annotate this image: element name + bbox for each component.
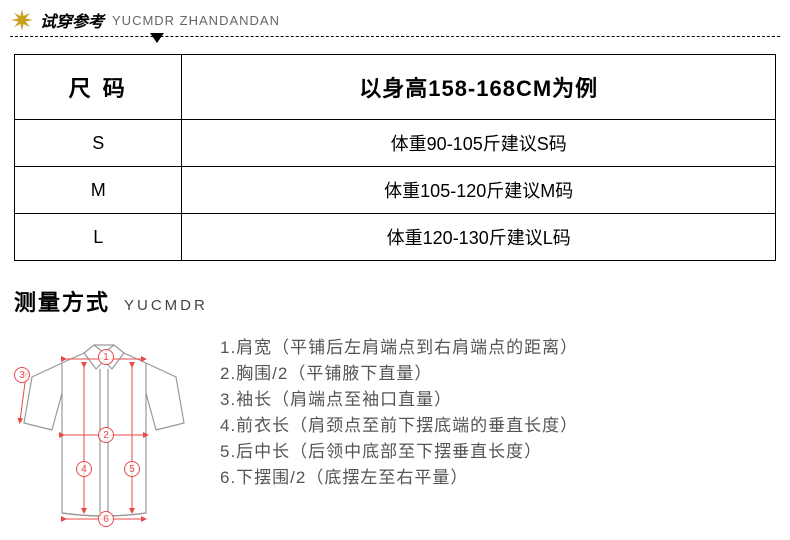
marker-icon [150,33,164,43]
section2-header: 测量方式 YUCMDR [14,285,776,317]
label-6: 6 [98,511,114,527]
section2-title: 测量方式 [14,285,110,317]
cell-size: M [15,167,182,214]
header: 试穿参考 YUCMDR ZHANDANDAN [0,0,790,36]
col-desc: 以身高158-168CM为例 [182,55,776,120]
shirt-diagram: 1 2 3 4 5 6 [14,335,194,535]
star-icon [10,8,34,32]
label-2: 2 [98,427,114,443]
label-1: 1 [98,349,114,365]
size-table-wrap: 尺 码 以身高158-168CM为例 S 体重90-105斤建议S码 M 体重1… [0,44,790,261]
label-3: 3 [14,367,30,383]
measurement-item: 4.前衣长（肩颈点至前下摆底端的垂直长度） [220,413,776,439]
cell-desc: 体重105-120斤建议M码 [182,167,776,214]
col-size: 尺 码 [15,55,182,120]
cell-desc: 体重90-105斤建议S码 [182,120,776,167]
cell-desc: 体重120-130斤建议L码 [182,214,776,261]
cell-size: L [15,214,182,261]
measurement-item: 3.袖长（肩端点至袖口直量） [220,387,776,413]
table-header-row: 尺 码 以身高158-168CM为例 [15,55,776,120]
measurement-item: 1.肩宽（平铺后左肩端点到右肩端点的距离） [220,335,776,361]
table-row: L 体重120-130斤建议L码 [15,214,776,261]
size-table: 尺 码 以身高158-168CM为例 S 体重90-105斤建议S码 M 体重1… [14,54,776,261]
measurement-list: 1.肩宽（平铺后左肩端点到右肩端点的距离） 2.胸围/2（平铺腋下直量） 3.袖… [220,335,776,535]
measurement-item: 2.胸围/2（平铺腋下直量） [220,361,776,387]
cell-size: S [15,120,182,167]
section2-body: 1 2 3 4 5 6 1.肩宽（平铺后左肩端点到右肩端点的距离） 2.胸围/2… [14,335,776,535]
header-subtitle: YUCMDR ZHANDANDAN [112,13,280,28]
header-title: 试穿参考 [40,8,104,32]
table-row: S 体重90-105斤建议S码 [15,120,776,167]
label-5: 5 [124,461,140,477]
measurement-item: 6.下摆围/2（底摆左至右平量） [220,465,776,491]
label-4: 4 [76,461,92,477]
table-row: M 体重105-120斤建议M码 [15,167,776,214]
header-divider [10,36,780,44]
measurement-item: 5.后中长（后领中底部至下摆垂直长度） [220,439,776,465]
measurement-section: 测量方式 YUCMDR [0,261,790,535]
section2-subtitle: YUCMDR [124,297,208,314]
